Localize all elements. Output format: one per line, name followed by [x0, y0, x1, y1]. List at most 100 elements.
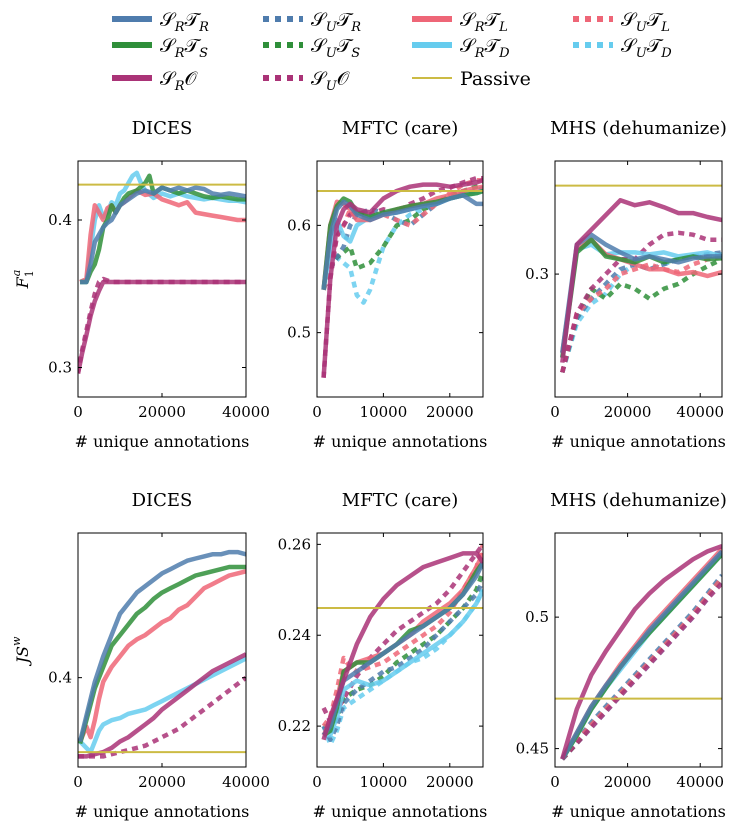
legend-entry: 𝒮U𝒪	[263, 68, 351, 94]
legend-entry: 𝒮U𝒯D	[573, 35, 672, 61]
series-line	[321, 579, 483, 742]
series-line	[78, 564, 246, 745]
y-axis-label: F1a	[10, 270, 36, 290]
plot-area	[555, 184, 722, 374]
x-tick-label: 0	[550, 403, 560, 421]
y-tick-label: 0.4	[48, 211, 72, 229]
axes-frame	[554, 532, 723, 768]
x-tick-label: 20000	[604, 403, 652, 421]
series-line	[78, 675, 246, 759]
panel-title: MFTC (care)	[342, 490, 459, 511]
y-tick-label: 0.26	[278, 535, 311, 553]
legend-label: 𝒮R𝒯D	[460, 35, 510, 61]
series-line	[78, 656, 246, 755]
x-tick-label: 0	[550, 773, 560, 791]
x-tick-label: 40000	[222, 403, 270, 421]
y-tick-label: 0.22	[278, 717, 311, 735]
series-line	[79, 188, 246, 285]
panel-title: DICES	[132, 490, 193, 511]
series-line	[80, 173, 246, 285]
series-line	[560, 250, 722, 373]
series-line	[78, 652, 246, 759]
y-tick-label: 0.6	[287, 216, 311, 234]
legend-label: Passive	[460, 68, 531, 90]
x-tick-label: 10000	[360, 773, 408, 791]
x-axis-label: # unique annotations	[75, 802, 250, 821]
x-tick-label: 20000	[426, 773, 474, 791]
panel-title: DICES	[132, 118, 193, 139]
chart-panel: MHS (dehumanize) 0 20000 40000 0.3 # unique a…	[525, 118, 727, 451]
plot-area	[78, 549, 246, 759]
y-tick-label: 0.3	[525, 265, 549, 283]
y-tick-label: 0.45	[516, 740, 549, 758]
series-line	[560, 254, 722, 373]
x-tick-label: 0	[312, 773, 322, 791]
x-tick-label: 0	[73, 403, 83, 421]
chart-panel: MFTC (care) 0 10000 20000 0.5 0.6 # unique ann…	[287, 118, 487, 451]
chart-panel: DICES 0 20000 40000 0.3 0.4 # unique annotatio…	[10, 118, 270, 451]
legend-label: 𝒮R𝒯L	[460, 9, 508, 35]
y-tick-label: 0.5	[287, 324, 311, 342]
series-line	[78, 569, 246, 743]
series-line	[560, 242, 722, 358]
series-line	[560, 232, 722, 354]
axes-frame	[316, 160, 484, 398]
series-line	[321, 178, 483, 378]
legend-entry: 𝒮U𝒯L	[573, 9, 670, 35]
x-axis-label: # unique annotations	[551, 432, 726, 451]
legend-label: 𝒮R𝒯S	[160, 35, 208, 61]
legend-label: 𝒮U𝒪	[311, 68, 351, 94]
y-axis-label: JSw	[10, 636, 32, 666]
y-tick-label: 0.4	[48, 669, 72, 687]
legend-entry: 𝒮R𝒯R	[112, 9, 209, 35]
series-line	[321, 551, 483, 741]
x-axis-label: # unique annotations	[313, 802, 488, 821]
panels: DICES 0 20000 40000 0.3 0.4 # unique annotatio…	[10, 118, 727, 821]
chart-panel: MHS (dehumanize) 0 20000 40000 0.45 0.5 # uniq…	[516, 490, 727, 821]
panel-title: MFTC (care)	[342, 118, 459, 139]
x-axis-label: # unique annotations	[313, 432, 488, 451]
series-line	[321, 543, 483, 724]
plot-area	[317, 543, 483, 747]
plot-area	[78, 170, 246, 374]
legend-label: 𝒮U𝒯R	[311, 9, 361, 35]
series-line	[321, 193, 483, 290]
legend-entry: 𝒮R𝒯L	[412, 9, 508, 35]
chart-panel: MFTC (care) 0 10000 20000 0.22 0.24 0.26 # uniq…	[278, 490, 488, 821]
series-line	[78, 276, 246, 374]
panel-title: MHS (dehumanize)	[550, 118, 727, 139]
legend-entry: 𝒮R𝒯S	[112, 35, 208, 61]
series-line	[560, 549, 722, 761]
x-tick-label: 20000	[604, 773, 652, 791]
y-tick-label: 0.24	[278, 626, 311, 644]
legend-entry: Passive	[412, 68, 531, 90]
x-tick-label: 20000	[138, 773, 186, 791]
legend-label: 𝒮R𝒯R	[160, 9, 209, 35]
legend-entry: 𝒮U𝒯R	[263, 9, 361, 35]
x-tick-label: 40000	[676, 773, 724, 791]
x-axis-label: # unique annotations	[551, 802, 726, 821]
legend: 𝒮R𝒯R 𝒮U𝒯R 𝒮R𝒯L 𝒮U𝒯L 𝒮R𝒯S 𝒮U𝒯S 𝒮R𝒯D 𝒮U𝒯D 𝒮R𝒪 𝒮U𝒪 Pa…	[112, 9, 672, 94]
series-line	[560, 543, 722, 760]
series-line	[560, 257, 722, 373]
x-tick-label: 40000	[676, 403, 724, 421]
x-tick-label: 0	[73, 773, 83, 791]
series-line	[321, 543, 483, 728]
chart-panel: DICES 0 20000 40000 0.4 # unique annotations J…	[10, 490, 270, 821]
legend-entry: 𝒮U𝒯S	[263, 35, 360, 61]
y-tick-label: 0.5	[525, 608, 549, 626]
legend-label: 𝒮U𝒯L	[621, 9, 670, 35]
series-line	[78, 279, 246, 374]
x-tick-label: 20000	[138, 403, 186, 421]
legend-label: 𝒮R𝒪	[160, 68, 199, 94]
legend-label: 𝒮U𝒯D	[621, 35, 672, 61]
y-tick-label: 0.3	[48, 359, 72, 377]
plot-area	[555, 543, 722, 761]
x-tick-label: 20000	[426, 403, 474, 421]
legend-entry: 𝒮R𝒯D	[412, 35, 510, 61]
series-line	[80, 185, 246, 285]
legend-entry: 𝒮R𝒪	[112, 68, 199, 94]
legend-label: 𝒮U𝒯S	[311, 35, 360, 61]
x-tick-label: 0	[312, 403, 322, 421]
